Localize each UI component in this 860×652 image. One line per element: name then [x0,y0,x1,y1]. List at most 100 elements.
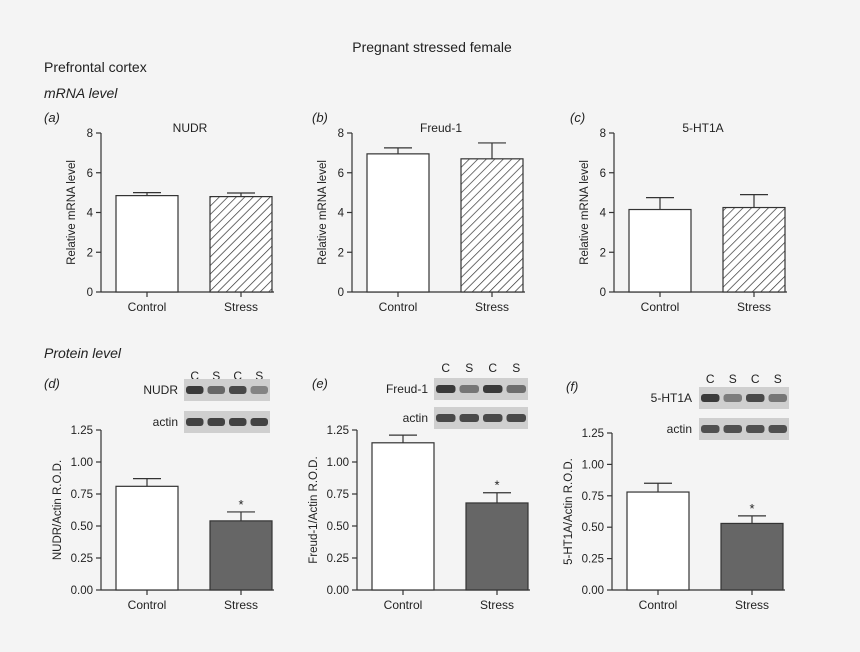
y-tick-label: 0.50 [582,522,604,534]
x-tick-label: Control [128,598,167,612]
bar [209,196,273,293]
y-tick-label: 8 [87,128,93,140]
blot-band [746,394,765,402]
y-tick-label: 2 [338,247,344,259]
y-tick-label: 0.25 [71,553,93,565]
y-tick-label: 1.25 [327,425,349,437]
blot-band [701,425,720,433]
y-tick-label: 0.50 [71,521,93,533]
bar [720,522,784,591]
blot-lane-label: S [212,369,220,383]
y-tick-label: 0.00 [327,585,349,597]
blot-lane-label: S [512,361,520,375]
y-tick-label: 0.00 [582,585,604,597]
blot-strip [434,407,528,429]
y-tick-label: 1.00 [71,457,93,469]
chart-title: NUDR [173,121,208,135]
y-tick-label: 0 [87,287,93,299]
blot-band [746,425,765,433]
blot-band [436,414,456,422]
blot-band [207,418,225,426]
chart-panel: (a) NUDR 0 2 4 6 8 Relative mRNA level Control St… [44,110,274,314]
panels: (a) NUDR 0 2 4 6 8 Relative mRNA level Control St… [44,110,789,612]
y-tick-label: 8 [600,128,606,140]
chart-panel: (c) 5-HT1A 0 2 4 6 8 Relative mRNA level Control… [570,110,787,314]
blot-strip [184,411,270,433]
blot-band [250,418,268,426]
blot-band [483,414,503,422]
y-tick-label: 0 [600,287,606,299]
blot-lane-label: S [729,372,737,386]
y-tick-label: 0.75 [582,491,604,503]
y-tick-label: 0.75 [71,489,93,501]
figure-title: Pregnant stressed female [352,39,512,55]
bar [460,158,524,293]
blot-band [250,386,268,394]
y-tick-label: 0.50 [327,521,349,533]
y-axis-label: Relative mRNA level [317,160,329,265]
bar [722,206,786,293]
y-tick-label: 2 [87,247,93,259]
blot-band [186,418,204,426]
blot-band [506,414,526,422]
blot-protein-label: 5-HT1A [651,391,692,405]
y-tick-label: 4 [338,208,345,220]
protein-section-label: Protein level [44,345,122,361]
bar [626,491,690,591]
blot-band [436,385,456,393]
blot-band [459,414,479,422]
y-tick-label: 4 [600,208,607,220]
y-axis-label: NUDR/Actin R.O.D. [52,460,64,560]
blot-control-label: actin [667,422,692,436]
x-tick-label: Control [639,598,678,612]
panel-label: (e) [312,376,328,391]
blot-lane-label: S [255,369,263,383]
bar [465,502,529,591]
blot-band [459,385,479,393]
y-tick-label: 0.25 [582,554,604,566]
x-tick-label: Stress [475,300,509,314]
panel-label: (b) [312,110,328,125]
significance-marker: * [749,501,754,516]
chart-panel: (f) 0.00 0.25 0.50 0.75 1.00 1.25 5-HT1A/Actin … [563,372,789,612]
y-axis-label: Relative mRNA level [66,160,78,265]
panel-label: (d) [44,376,60,391]
blot-band [701,394,720,402]
y-tick-label: 6 [87,168,93,180]
x-tick-label: Stress [735,598,769,612]
blot-lane-label: C [751,372,760,386]
y-tick-label: 1.00 [327,457,349,469]
blot-lane-label: C [190,369,199,383]
blot-lane-label: S [774,372,782,386]
blot-band [723,425,742,433]
blot-band [483,385,503,393]
blot-strip [699,387,789,409]
blot-band [768,425,787,433]
y-axis-label: 5-HT1A/Actin R.O.D. [563,458,575,565]
x-tick-label: Control [641,300,680,314]
blot-control-label: actin [403,411,428,425]
blot-band [723,394,742,402]
blot-lane-label: C [441,361,450,375]
bar [115,485,179,591]
blot-lane-label: C [706,372,715,386]
bar [371,442,435,591]
x-tick-label: Control [379,300,418,314]
region-label: Prefrontal cortex [44,59,147,75]
blot-band [207,386,225,394]
blot-lane-label: C [488,361,497,375]
blot-protein-label: Freud-1 [386,382,428,396]
blot-lane-label: C [233,369,242,383]
x-tick-label: Control [128,300,167,314]
blot-strip [184,379,270,401]
panel-label: (a) [44,110,60,125]
blot-band [186,386,204,394]
y-tick-label: 1.25 [582,428,604,440]
y-axis-label: Freud-1/Actin R.O.D. [308,456,320,563]
blot-strip [434,378,528,400]
x-tick-label: Control [384,598,423,612]
chart-title: Freud-1 [420,121,462,135]
x-tick-label: Stress [480,598,514,612]
y-tick-label: 1.00 [582,459,604,471]
y-tick-label: 1.25 [71,425,93,437]
